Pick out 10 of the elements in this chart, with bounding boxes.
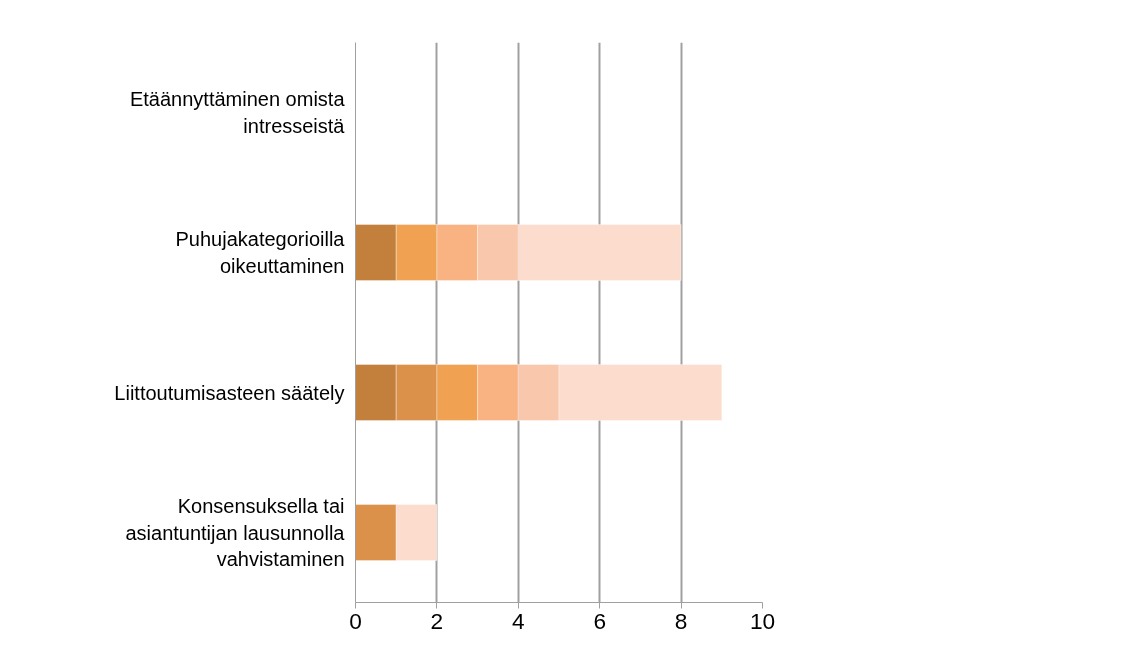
x-tick-label: 4 xyxy=(512,607,525,634)
x-tick-label: 0 xyxy=(349,607,362,634)
x-tick-label: 6 xyxy=(593,607,607,634)
y-tick-label: Liittoutumisasteen säätely xyxy=(114,381,345,404)
y-tick-label: Etäännyttäminen omista intresseistä xyxy=(129,88,346,137)
x-tick-label: 2 xyxy=(430,607,444,634)
y-tick-label: Konsensuksella tai asiantuntijan lausunnolla vahvistaminen xyxy=(125,495,346,570)
x-tick-label: 8 xyxy=(674,607,688,634)
y-tick-label: Puhujakategorioilla oikeuttaminen xyxy=(175,228,346,277)
x-tick-label: 10 xyxy=(749,607,776,634)
